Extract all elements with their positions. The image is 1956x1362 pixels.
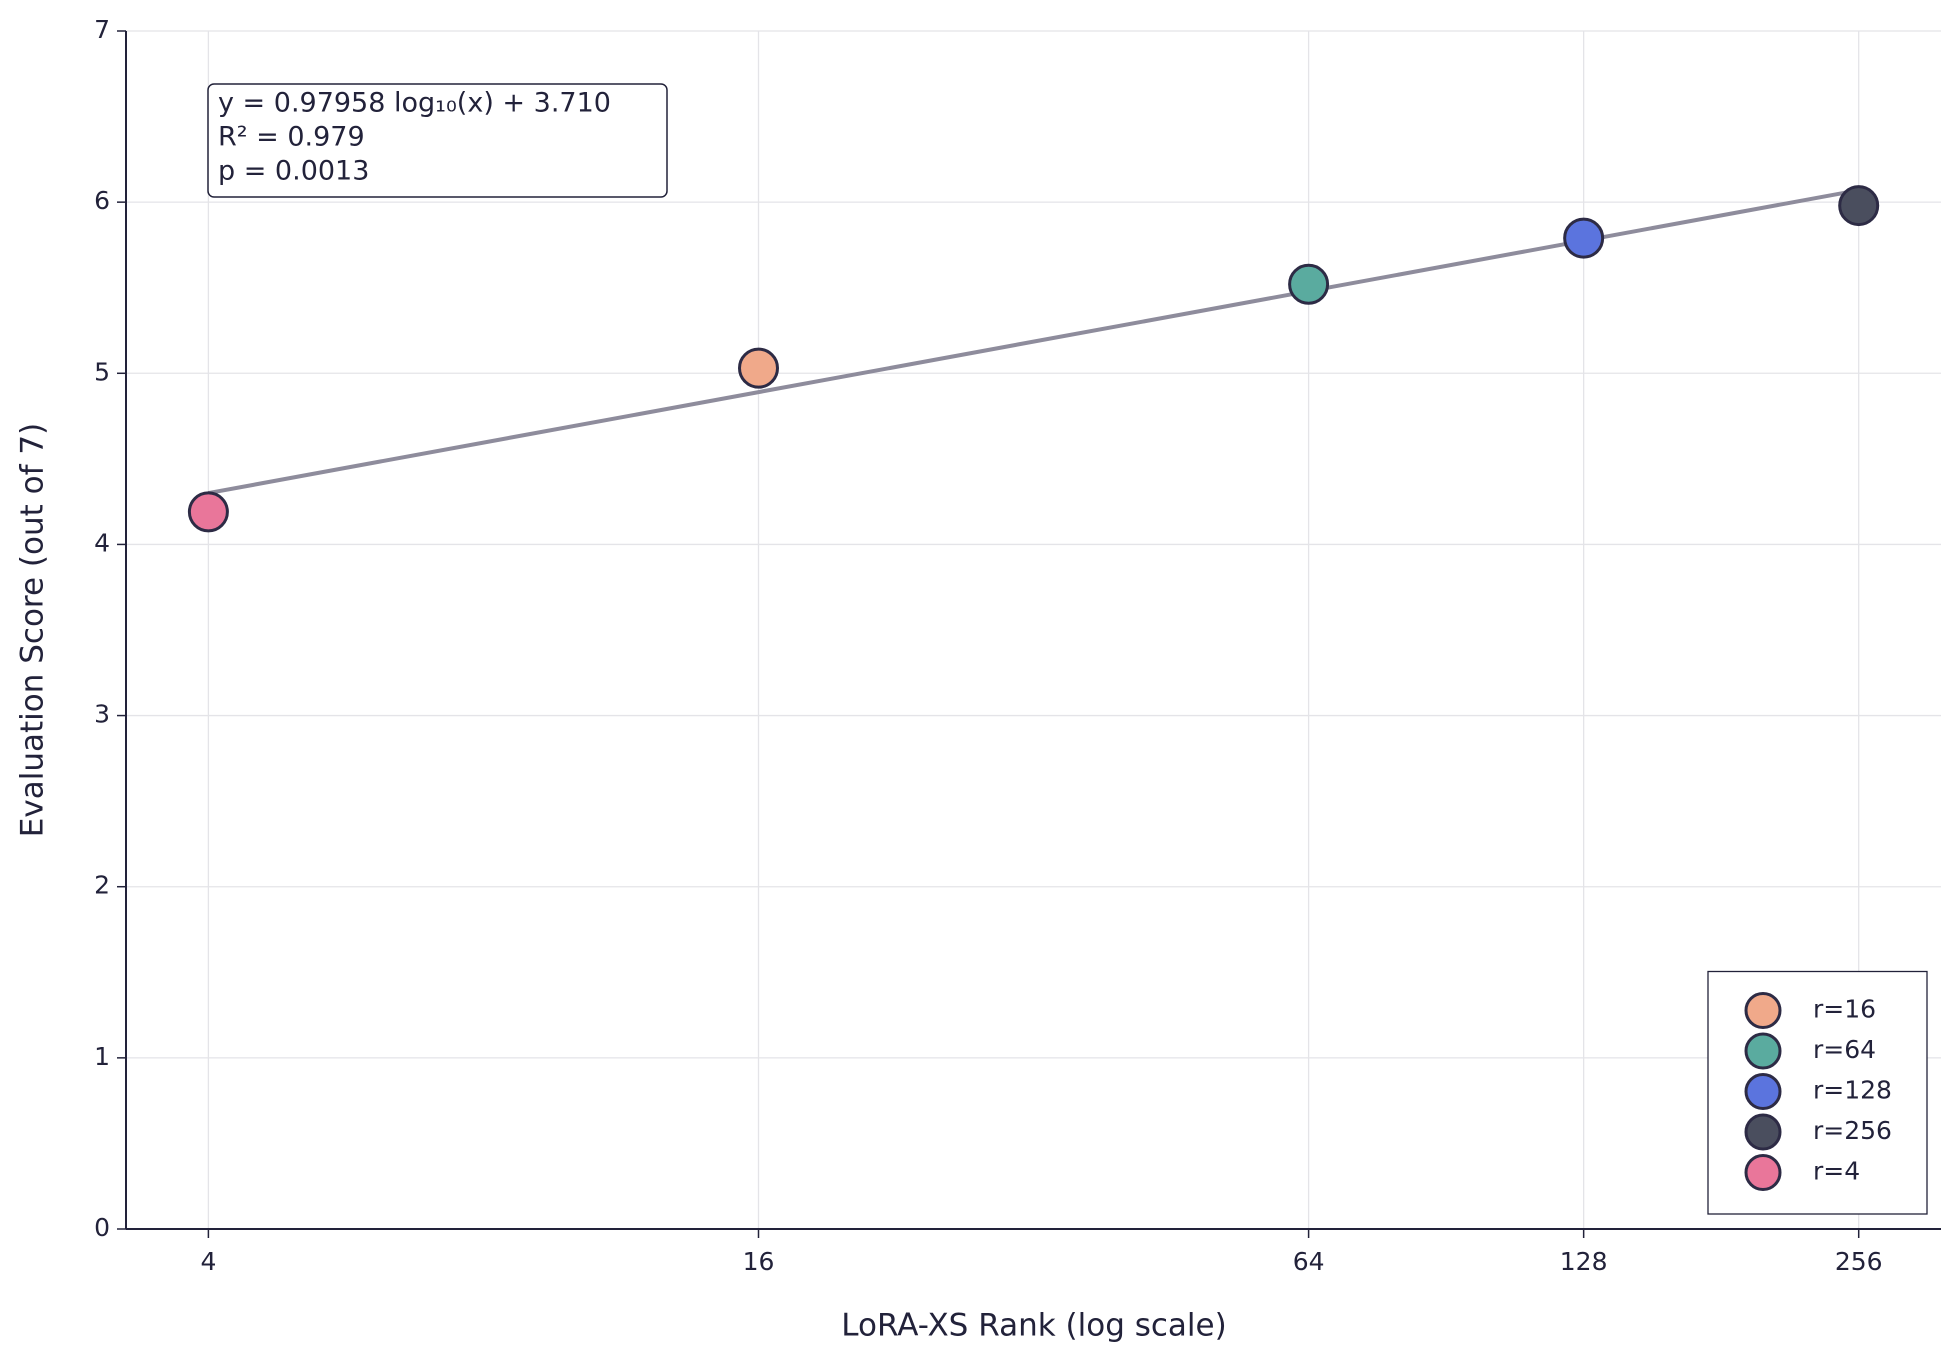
legend-marker: [1744, 992, 1782, 1029]
y-tick-label: 1: [94, 1042, 110, 1071]
annotation-box: [207, 83, 668, 198]
legend-marker: [1744, 1154, 1782, 1191]
legend-label: r=128: [1813, 1076, 1892, 1105]
y-tick-label: 7: [94, 15, 110, 44]
point: [1288, 263, 1330, 305]
x-axis-label: LoRA-XS Rank (log scale): [841, 1308, 1226, 1344]
point: [737, 347, 779, 389]
y-tick-label: 6: [94, 186, 110, 215]
annotation-text: R² = 0.979: [218, 122, 365, 153]
y-axis-label: Evaluation Score (out of 7): [15, 423, 51, 837]
fit-line: [208, 188, 1860, 496]
x-tick-label: 128: [1560, 1247, 1608, 1276]
legend-box: [1707, 970, 1928, 1215]
x-tick-label: 4: [200, 1247, 216, 1276]
point: [1563, 217, 1605, 259]
legend-marker: [1744, 1073, 1782, 1110]
legend-marker: [1744, 1032, 1782, 1070]
x-tick-label: 256: [1835, 1247, 1883, 1276]
annotation-text: y = 0.97958 log₁₀(x) + 3.710: [218, 88, 611, 119]
legend-marker: [1744, 1113, 1782, 1151]
y-tick-label: 5: [94, 357, 110, 386]
legend-label: r=4: [1813, 1157, 1860, 1186]
legend-label: r=16: [1813, 995, 1876, 1024]
x-tick-label: 16: [743, 1247, 775, 1276]
point: [187, 491, 229, 533]
legend-label: r=256: [1813, 1116, 1892, 1145]
annotation-text: p = 0.0013: [218, 156, 369, 187]
x-tick-label: 64: [1293, 1247, 1325, 1276]
y-tick-label: 3: [94, 700, 110, 729]
y-tick-label: 4: [94, 528, 110, 557]
y-tick-label: 2: [94, 871, 110, 900]
legend-label: r=64: [1813, 1035, 1876, 1064]
point: [1838, 185, 1880, 227]
y-tick-label: 0: [94, 1213, 110, 1242]
